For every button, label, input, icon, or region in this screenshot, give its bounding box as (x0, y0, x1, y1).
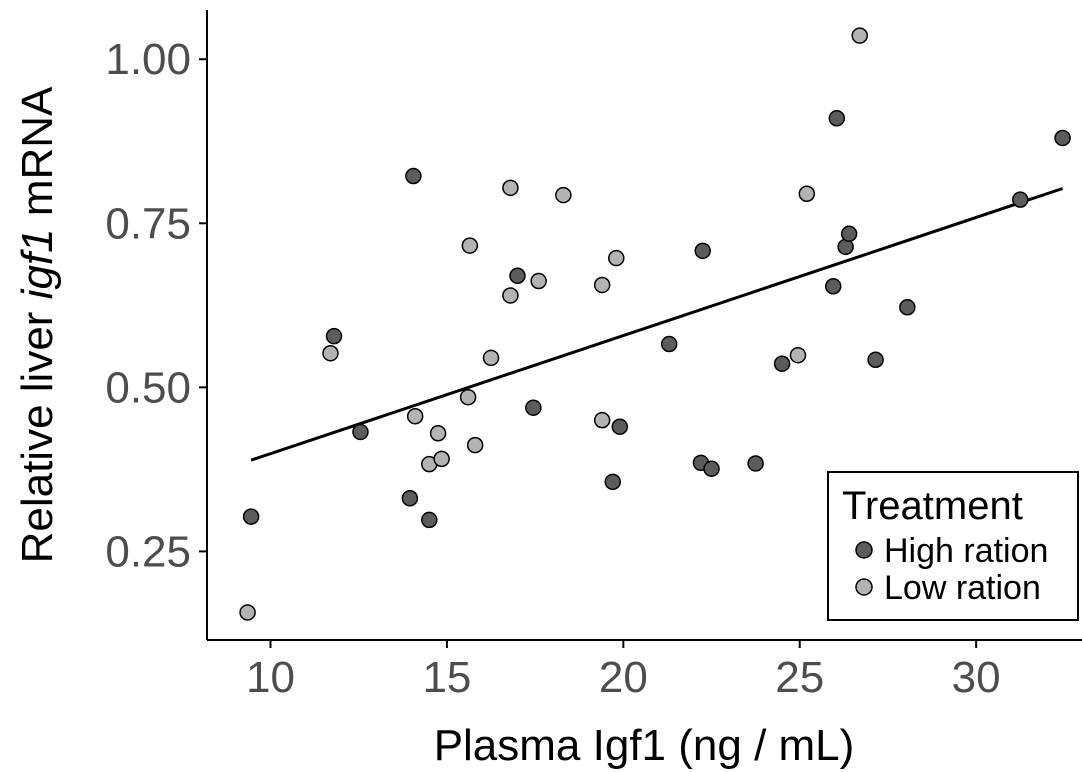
data-point-high-ration (825, 278, 842, 295)
data-point-low-ration (502, 179, 519, 197)
data-point-high-ration (1012, 191, 1029, 208)
data-point-low-ration (555, 186, 572, 204)
x-tick-label: 25 (775, 653, 824, 702)
data-point-high-ration (773, 355, 791, 372)
y-tick-label: 0.75 (105, 199, 191, 248)
legend: Treatment High ration Low ration (827, 471, 1079, 621)
data-point-low-ration (482, 349, 500, 367)
data-point-high-ration (1054, 129, 1071, 147)
legend-title: Treatment (842, 484, 1023, 528)
data-point-high-ration (899, 299, 916, 316)
data-point-low-ration (406, 407, 424, 425)
y-axis-title-part: Relative liver (13, 299, 62, 563)
y-axis-ticks: 0.25 0.50 0.75 1.00 (105, 35, 207, 576)
legend-label-low-ration: Low ration (884, 569, 1041, 607)
data-point-high-ration (611, 418, 629, 435)
data-point-high-ration (747, 455, 764, 472)
data-point-high-ration (828, 110, 846, 127)
data-point-high-ration (401, 490, 419, 507)
data-point-high-ration (421, 511, 438, 529)
data-point-high-ration (867, 351, 884, 369)
data-point-low-ration (322, 344, 339, 362)
data-point-low-ration (433, 450, 450, 468)
x-axis-title: Plasma Igf1 (ng / mL) (434, 721, 855, 770)
data-point-low-ration (459, 388, 477, 406)
data-point-high-ration (242, 508, 260, 525)
data-point-high-ration (660, 335, 678, 353)
data-point-low-ration (461, 237, 479, 254)
x-axis-ticks: 10 15 20 25 30 (246, 640, 1001, 702)
data-point-high-ration (604, 473, 621, 491)
data-point-high-ration (405, 167, 422, 185)
data-point-high-ration (325, 327, 343, 345)
legend-marker-high-ration (855, 541, 873, 559)
y-axis-title: Relative liver igf1 mRNA (13, 86, 62, 563)
data-point-high-ration (703, 460, 720, 477)
data-point-low-ration (798, 185, 816, 202)
data-point-low-ration (593, 276, 611, 294)
data-point-low-ration (530, 272, 547, 290)
data-point-high-ration (525, 399, 542, 416)
x-tick-label: 20 (599, 653, 648, 702)
data-point-high-ration (509, 267, 526, 285)
data-points (239, 27, 1071, 621)
data-point-high-ration (352, 423, 369, 441)
x-tick-label: 15 (422, 653, 471, 702)
data-point-low-ration (239, 604, 256, 621)
data-point-high-ration (840, 225, 858, 243)
y-tick-label: 1.00 (105, 35, 191, 84)
trend-line (250, 187, 1064, 462)
y-tick-label: 0.50 (105, 363, 191, 412)
y-axis-title-part: mRNA (13, 86, 62, 228)
x-tick-label: 30 (952, 653, 1001, 702)
y-tick-label: 0.25 (105, 527, 191, 576)
x-tick-label: 10 (246, 653, 295, 702)
legend-label-high-ration: High ration (884, 532, 1048, 570)
data-point-low-ration (593, 411, 611, 429)
data-point-low-ration (466, 436, 484, 454)
y-axis-title-italic: igf1 (13, 228, 62, 299)
data-point-low-ration (608, 249, 625, 267)
data-point-high-ration (694, 242, 711, 260)
data-point-low-ration (851, 27, 868, 44)
data-point-low-ration (502, 287, 519, 304)
legend-marker-low-ration (855, 578, 873, 596)
data-point-low-ration (429, 425, 447, 442)
data-point-low-ration (789, 346, 807, 364)
